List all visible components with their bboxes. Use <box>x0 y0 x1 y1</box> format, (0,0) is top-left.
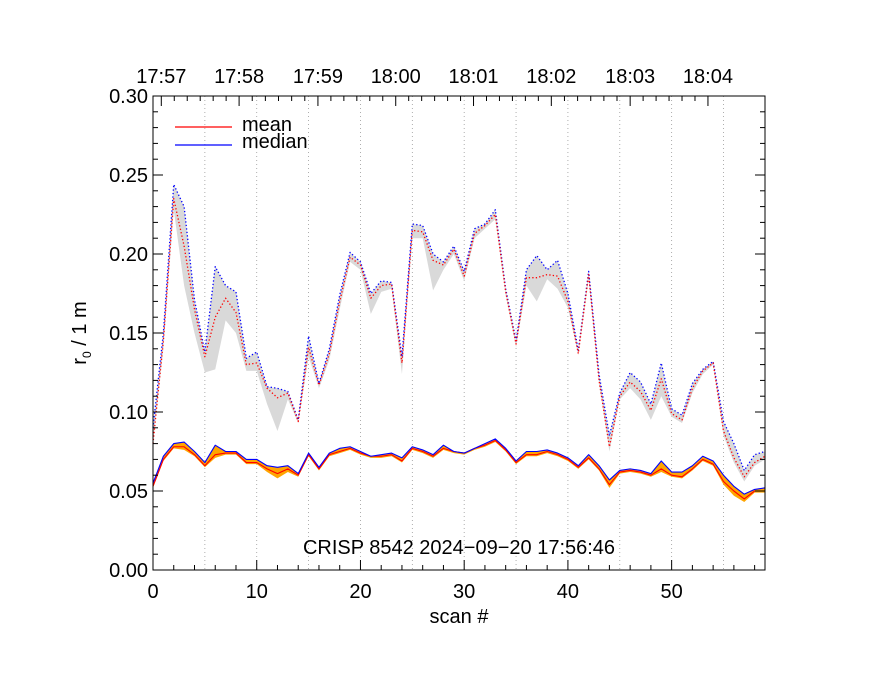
time-tick-label: 18:02 <box>526 66 576 88</box>
time-tick-label: 17:58 <box>214 66 264 88</box>
y-tick-label: 0.25 <box>109 165 148 187</box>
time-tick-labels: 17:57 17:58 17:59 18:00 18:01 18:02 18:03 18:04 <box>136 66 733 88</box>
y-tick-label: 0.30 <box>109 86 148 108</box>
y-tick-label: 0.20 <box>109 244 148 266</box>
x-axis-label: scan # <box>430 606 490 628</box>
legend-mean-label: mean <box>242 114 292 136</box>
y-tick-label: 0.00 <box>109 560 148 582</box>
data-series <box>152 183 766 500</box>
observation-annotation: CRISP 8542 2024−09−20 17:56:46 <box>303 537 615 559</box>
spread-bands <box>153 184 765 503</box>
time-tick-label: 18:01 <box>448 66 498 88</box>
x-tick-label-40: 40 <box>557 581 579 603</box>
axis-ticks <box>152 95 765 571</box>
time-tick-label: 18:04 <box>683 66 733 88</box>
y-axis-label-main: r <box>69 358 91 365</box>
median-low-line <box>152 438 766 495</box>
time-tick-label: 17:59 <box>293 66 343 88</box>
x-tick-labels: 0 10 20 30 40 50 <box>147 581 682 603</box>
x-tick-label-30: 30 <box>453 581 475 603</box>
y-tick-labels: 0.00 0.05 0.10 0.15 0.20 0.25 0.30 <box>109 86 148 582</box>
vertical-gridlines <box>204 96 724 570</box>
legend: mean median <box>175 114 308 153</box>
median-high-line <box>152 183 766 472</box>
legend-median-label: median <box>242 131 308 153</box>
x-tick-label-0: 0 <box>147 581 158 603</box>
x-tick-label-10: 10 <box>246 581 268 603</box>
y-axis-label-unit: / 1 m <box>69 301 91 351</box>
x-tick-label-50: 50 <box>661 581 683 603</box>
time-tick-label: 18:03 <box>605 66 655 88</box>
y-tick-label: 0.10 <box>109 402 148 424</box>
y-axis-label-subscript: 0 <box>80 351 94 358</box>
time-tick-label: 18:00 <box>371 66 421 88</box>
time-tick-label: 17:57 <box>136 66 186 88</box>
y-tick-label: 0.15 <box>109 323 148 345</box>
y-axis-label: r0 / 1 m <box>69 301 94 364</box>
y-tick-label: 0.05 <box>109 481 148 503</box>
band-low-spread <box>153 438 765 503</box>
x-tick-label-20: 20 <box>349 581 371 603</box>
